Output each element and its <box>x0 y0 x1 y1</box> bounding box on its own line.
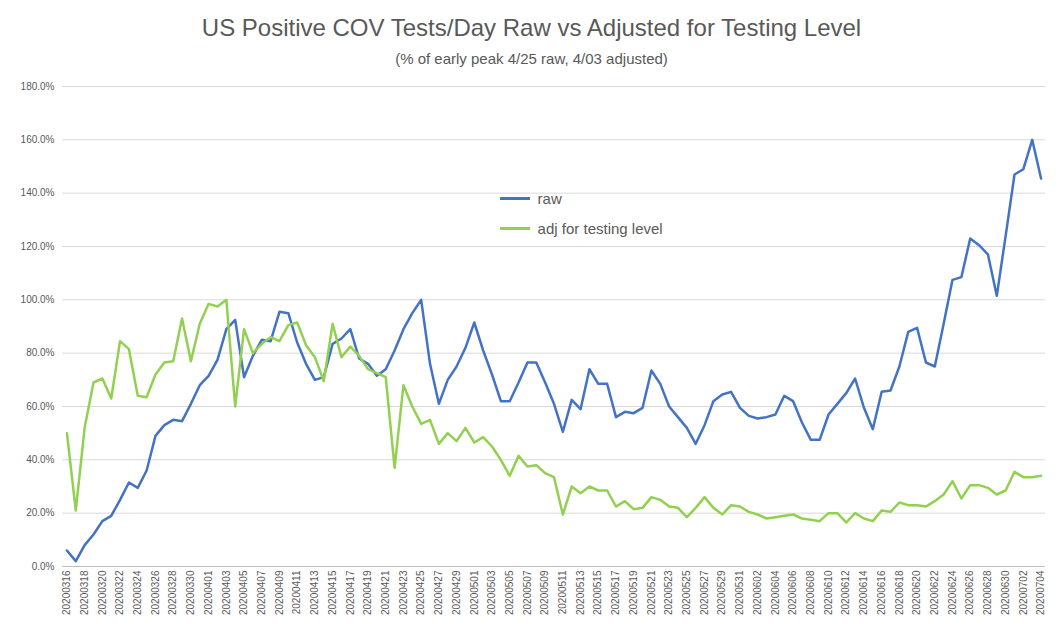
svg-text:20200326: 20200326 <box>150 570 161 615</box>
svg-text:20200630: 20200630 <box>1000 570 1011 615</box>
svg-text:20200527: 20200527 <box>699 570 710 615</box>
svg-text:20200429: 20200429 <box>451 570 462 615</box>
svg-text:80.0%: 80.0% <box>26 347 54 358</box>
svg-text:20200413: 20200413 <box>309 570 320 615</box>
svg-text:20200622: 20200622 <box>929 570 940 615</box>
svg-text:20200612: 20200612 <box>840 570 851 615</box>
html-text:adj for testing level: adj for testing level <box>537 219 663 237</box>
svg-text:20200320: 20200320 <box>97 570 108 615</box>
svg-text:20200519: 20200519 <box>628 570 639 615</box>
svg-text:20200505: 20200505 <box>504 570 515 615</box>
svg-text:20200411: 20200411 <box>291 570 302 614</box>
html-text:raw: raw <box>537 189 562 207</box>
svg-text:20200419: 20200419 <box>362 570 373 615</box>
svg-text:40.0%: 40.0% <box>26 454 54 465</box>
svg-text:20200405: 20200405 <box>238 570 249 615</box>
svg-text:20200423: 20200423 <box>398 570 409 615</box>
svg-text:20200501: 20200501 <box>468 570 479 615</box>
svg-text:100.0%: 100.0% <box>21 294 55 305</box>
svg-text:20200401: 20200401 <box>203 570 214 615</box>
svg-text:20200421: 20200421 <box>380 570 391 615</box>
svg-text:20200624: 20200624 <box>947 570 958 615</box>
svg-text:20200610: 20200610 <box>823 570 834 615</box>
svg-text:20200330: 20200330 <box>185 570 196 615</box>
svg-text:120.0%: 120.0% <box>21 241 55 252</box>
svg-text:20200616: 20200616 <box>876 570 887 615</box>
svg-text:20200626: 20200626 <box>964 570 975 615</box>
svg-text:20200620: 20200620 <box>911 570 922 615</box>
svg-text:20200628: 20200628 <box>982 570 993 615</box>
html-text:US Positive COV Tests/Day Raw: US Positive COV Tests/Day Raw vs Adjuste… <box>201 14 862 41</box>
svg-text:20200608: 20200608 <box>805 570 816 615</box>
svg-text:20200425: 20200425 <box>415 570 426 615</box>
svg-text:20200525: 20200525 <box>681 570 692 615</box>
svg-text:20200318: 20200318 <box>79 570 90 615</box>
svg-text:20200606: 20200606 <box>787 570 798 615</box>
svg-text:60.0%: 60.0% <box>26 401 54 412</box>
svg-text:20200427: 20200427 <box>433 570 444 615</box>
svg-text:20200704: 20200704 <box>1035 570 1046 615</box>
svg-text:20200517: 20200517 <box>610 570 621 615</box>
svg-text:20200511: 20200511 <box>557 570 568 614</box>
svg-text:20200618: 20200618 <box>894 570 905 615</box>
svg-text:20200415: 20200415 <box>327 570 338 615</box>
svg-text:20200409: 20200409 <box>274 570 285 615</box>
svg-text:20200407: 20200407 <box>256 570 267 615</box>
svg-text:20200614: 20200614 <box>858 570 869 615</box>
svg-text:20200403: 20200403 <box>221 570 232 615</box>
svg-text:20200602: 20200602 <box>752 570 763 615</box>
svg-text:20200523: 20200523 <box>663 570 674 615</box>
svg-text:20200328: 20200328 <box>167 570 178 615</box>
svg-text:20200507: 20200507 <box>522 570 533 615</box>
svg-text:20200521: 20200521 <box>646 570 657 615</box>
svg-text:20200529: 20200529 <box>716 570 727 615</box>
svg-text:20200604: 20200604 <box>770 570 781 615</box>
svg-text:140.0%: 140.0% <box>21 187 55 198</box>
svg-text:20200513: 20200513 <box>575 570 586 615</box>
svg-text:180.0%: 180.0% <box>21 81 55 92</box>
svg-text:20200322: 20200322 <box>114 570 125 615</box>
svg-text:20200515: 20200515 <box>592 570 603 615</box>
svg-text:20200503: 20200503 <box>486 570 497 615</box>
svg-text:20.0%: 20.0% <box>26 507 54 518</box>
svg-text:20200316: 20200316 <box>61 570 72 615</box>
svg-text:0.0%: 0.0% <box>32 561 55 572</box>
svg-text:20200324: 20200324 <box>132 570 143 615</box>
svg-text:20200531: 20200531 <box>734 570 745 615</box>
svg-text:20200702: 20200702 <box>1018 570 1029 615</box>
svg-text:20200417: 20200417 <box>345 570 356 615</box>
svg-text:160.0%: 160.0% <box>21 134 55 145</box>
svg-text:20200509: 20200509 <box>539 570 550 615</box>
html-text:(% of early peak 4/25 raw, 4/0: (% of early peak 4/25 raw, 4/03 adjusted… <box>395 50 668 67</box>
